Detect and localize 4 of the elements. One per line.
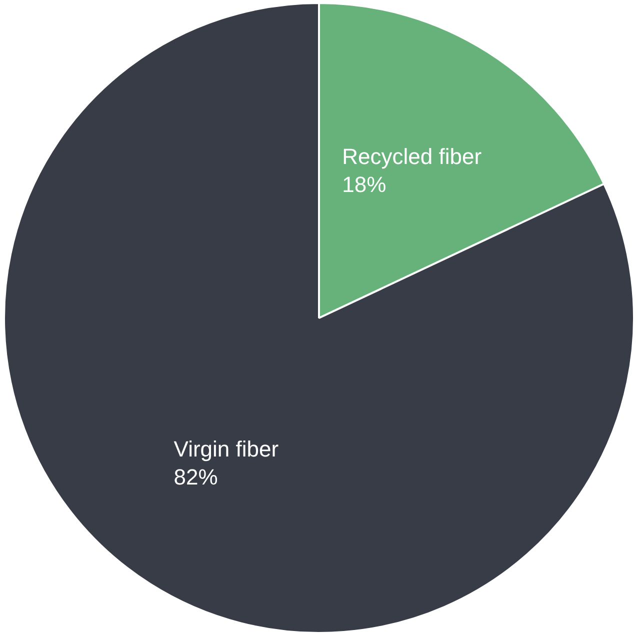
data-label: 82%	[174, 464, 218, 490]
data-label: 18%	[342, 172, 386, 197]
slice-label: Virgin fiber	[174, 436, 279, 462]
slice-label: Recycled fiber	[342, 144, 482, 169]
